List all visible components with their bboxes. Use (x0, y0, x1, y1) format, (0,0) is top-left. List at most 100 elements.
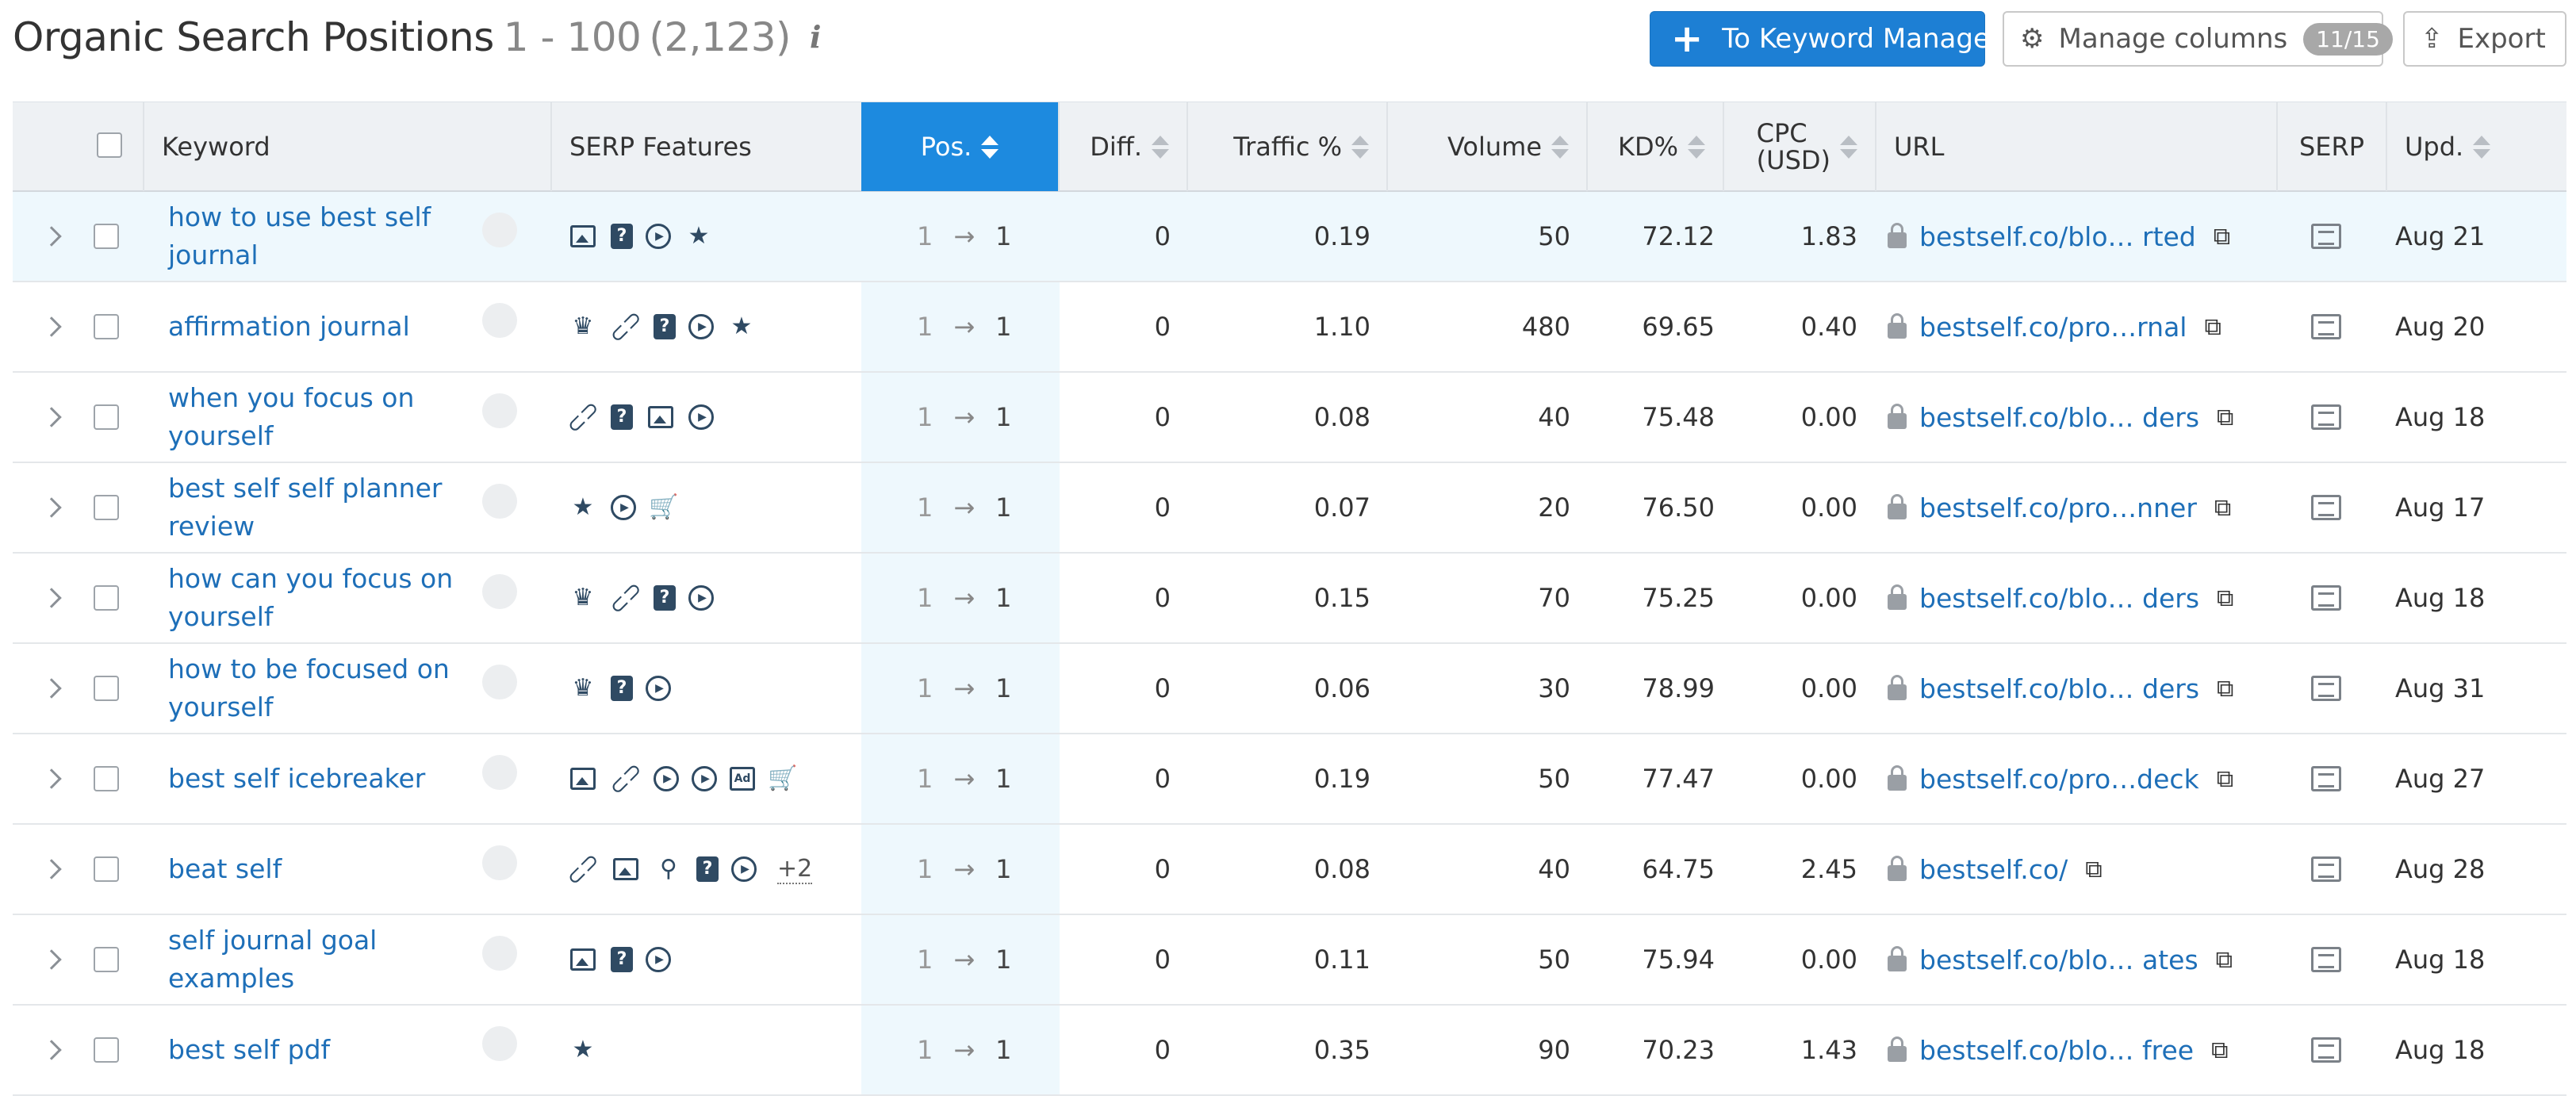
header-traffic[interactable]: Traffic % (1188, 102, 1388, 191)
url-link[interactable]: bestself.co/pro…deck (1919, 763, 2199, 795)
header-upd[interactable]: Upd. (2387, 102, 2566, 191)
expand-row-button[interactable] (41, 825, 68, 914)
faq-icon[interactable]: ? (611, 947, 633, 972)
external-link-icon[interactable]: ⧉ (2217, 584, 2234, 612)
image-icon[interactable] (568, 764, 598, 794)
star-icon[interactable]: ★ (572, 1036, 594, 1063)
keyword-link[interactable]: affirmation journal (168, 282, 485, 371)
video-icon[interactable]: ▶ (646, 224, 671, 249)
url-link[interactable]: bestself.co/blo… ders (1919, 401, 2200, 433)
expand-row-button[interactable] (41, 915, 68, 1004)
url-link[interactable]: bestself.co/blo… rted (1919, 220, 2196, 252)
external-link-icon[interactable]: ⧉ (2214, 493, 2232, 522)
expand-row-button[interactable] (41, 463, 68, 552)
keyword-link[interactable]: self journal goal examples (168, 915, 485, 1004)
faq-icon[interactable]: ? (654, 585, 676, 611)
expand-row-button[interactable] (41, 1006, 68, 1094)
external-link-icon[interactable]: ⧉ (2204, 312, 2221, 341)
export-button[interactable]: ⇪ Export (2403, 11, 2566, 67)
expand-row-button[interactable] (41, 554, 68, 642)
serp-snapshot-button[interactable] (2311, 373, 2346, 462)
keyword-link[interactable]: beat self (168, 825, 485, 914)
video-icon[interactable]: ▶ (692, 766, 717, 791)
select-all-checkbox[interactable] (97, 132, 122, 158)
serp-snapshot-button[interactable] (2311, 1006, 2346, 1094)
info-icon[interactable]: i (810, 19, 821, 55)
row-checkbox[interactable] (94, 224, 119, 249)
serp-snapshot-button[interactable] (2311, 825, 2346, 914)
link-icon[interactable]: ⊂⊃ (603, 304, 648, 349)
cart-icon[interactable]: 🛒 (649, 493, 679, 521)
url-link[interactable]: bestself.co/ (1919, 853, 2068, 885)
faq-icon[interactable]: ? (611, 676, 633, 701)
external-link-icon[interactable]: ⧉ (2217, 674, 2234, 703)
row-checkbox[interactable] (94, 766, 119, 791)
header-volume[interactable]: Volume (1388, 102, 1588, 191)
faq-icon[interactable]: ? (696, 856, 719, 882)
image-icon[interactable] (568, 944, 598, 975)
url-link[interactable]: bestself.co/blo… ders (1919, 672, 2200, 704)
url-link[interactable]: bestself.co/pro…nner (1919, 492, 2197, 523)
url-link[interactable]: bestself.co/blo… free (1919, 1034, 2195, 1066)
url-link[interactable]: bestself.co/pro…rnal (1919, 311, 2187, 343)
keyword-link[interactable]: how can you focus on yourself (168, 554, 485, 642)
keyword-link[interactable]: how to use best self journal (168, 192, 485, 281)
star-icon[interactable]: ★ (730, 312, 753, 340)
keyword-link[interactable]: best self pdf (168, 1006, 485, 1094)
row-checkbox[interactable] (94, 947, 119, 972)
serp-snapshot-button[interactable] (2311, 734, 2346, 823)
url-link[interactable]: bestself.co/blo… ders (1919, 582, 2200, 614)
link-icon[interactable]: ⊂⊃ (560, 394, 605, 439)
external-link-icon[interactable]: ⧉ (2211, 1036, 2229, 1064)
keyword-link[interactable]: best self self planner review (168, 463, 485, 552)
header-pos[interactable]: Pos. (861, 102, 1060, 191)
serp-snapshot-button[interactable] (2311, 644, 2346, 733)
row-checkbox[interactable] (94, 585, 119, 611)
ad-icon[interactable]: Ad (730, 767, 755, 791)
expand-row-button[interactable] (41, 373, 68, 462)
url-link[interactable]: bestself.co/blo… ates (1919, 944, 2198, 975)
video-icon[interactable]: ▶ (654, 766, 679, 791)
external-link-icon[interactable]: ⧉ (2216, 764, 2234, 793)
link-icon[interactable]: ⊂⊃ (603, 575, 648, 620)
serp-snapshot-button[interactable] (2311, 554, 2346, 642)
cart-icon[interactable]: 🛒 (768, 764, 798, 792)
external-link-icon[interactable]: ⧉ (2213, 222, 2231, 251)
serp-snapshot-button[interactable] (2311, 192, 2346, 281)
expand-row-button[interactable] (41, 192, 68, 281)
row-checkbox[interactable] (94, 404, 119, 430)
manage-columns-button[interactable]: ⚙ Manage columns 11/15 (2003, 11, 2393, 67)
external-link-icon[interactable]: ⧉ (2085, 855, 2103, 883)
faq-icon[interactable]: ? (654, 314, 676, 339)
star-icon[interactable]: ★ (688, 222, 710, 250)
crown-icon[interactable]: ♛ (572, 674, 594, 702)
row-checkbox[interactable] (94, 856, 119, 882)
faq-icon[interactable]: ? (611, 404, 633, 430)
crown-icon[interactable]: ♛ (572, 584, 594, 611)
row-checkbox[interactable] (94, 676, 119, 701)
location-pin-icon[interactable]: ⚲ (660, 855, 677, 883)
video-icon[interactable]: ▶ (646, 676, 671, 701)
row-checkbox[interactable] (94, 1037, 119, 1063)
keyword-link[interactable]: best self icebreaker (168, 734, 485, 823)
external-link-icon[interactable]: ⧉ (2217, 403, 2234, 431)
keyword-link[interactable]: when you focus on yourself (168, 373, 485, 462)
link-icon[interactable]: ⊂⊃ (603, 756, 648, 801)
video-icon[interactable]: ▶ (731, 856, 757, 882)
crown-icon[interactable]: ♛ (572, 312, 594, 340)
video-icon[interactable]: ▶ (688, 585, 714, 611)
video-icon[interactable]: ▶ (611, 495, 636, 520)
header-cpc[interactable]: CPC (USD) (1724, 102, 1876, 191)
keyword-link[interactable]: how to be focused on yourself (168, 644, 485, 733)
serp-snapshot-button[interactable] (2311, 915, 2346, 1004)
image-icon[interactable] (568, 221, 598, 251)
expand-row-button[interactable] (41, 734, 68, 823)
video-icon[interactable]: ▶ (688, 404, 714, 430)
expand-row-button[interactable] (41, 282, 68, 371)
serp-snapshot-button[interactable] (2311, 282, 2346, 371)
more-features-link[interactable]: +2 (777, 854, 813, 884)
serp-snapshot-button[interactable] (2311, 463, 2346, 552)
header-keyword[interactable]: Keyword (144, 102, 552, 191)
video-icon[interactable]: ▶ (646, 947, 671, 972)
image-icon[interactable] (611, 854, 641, 884)
